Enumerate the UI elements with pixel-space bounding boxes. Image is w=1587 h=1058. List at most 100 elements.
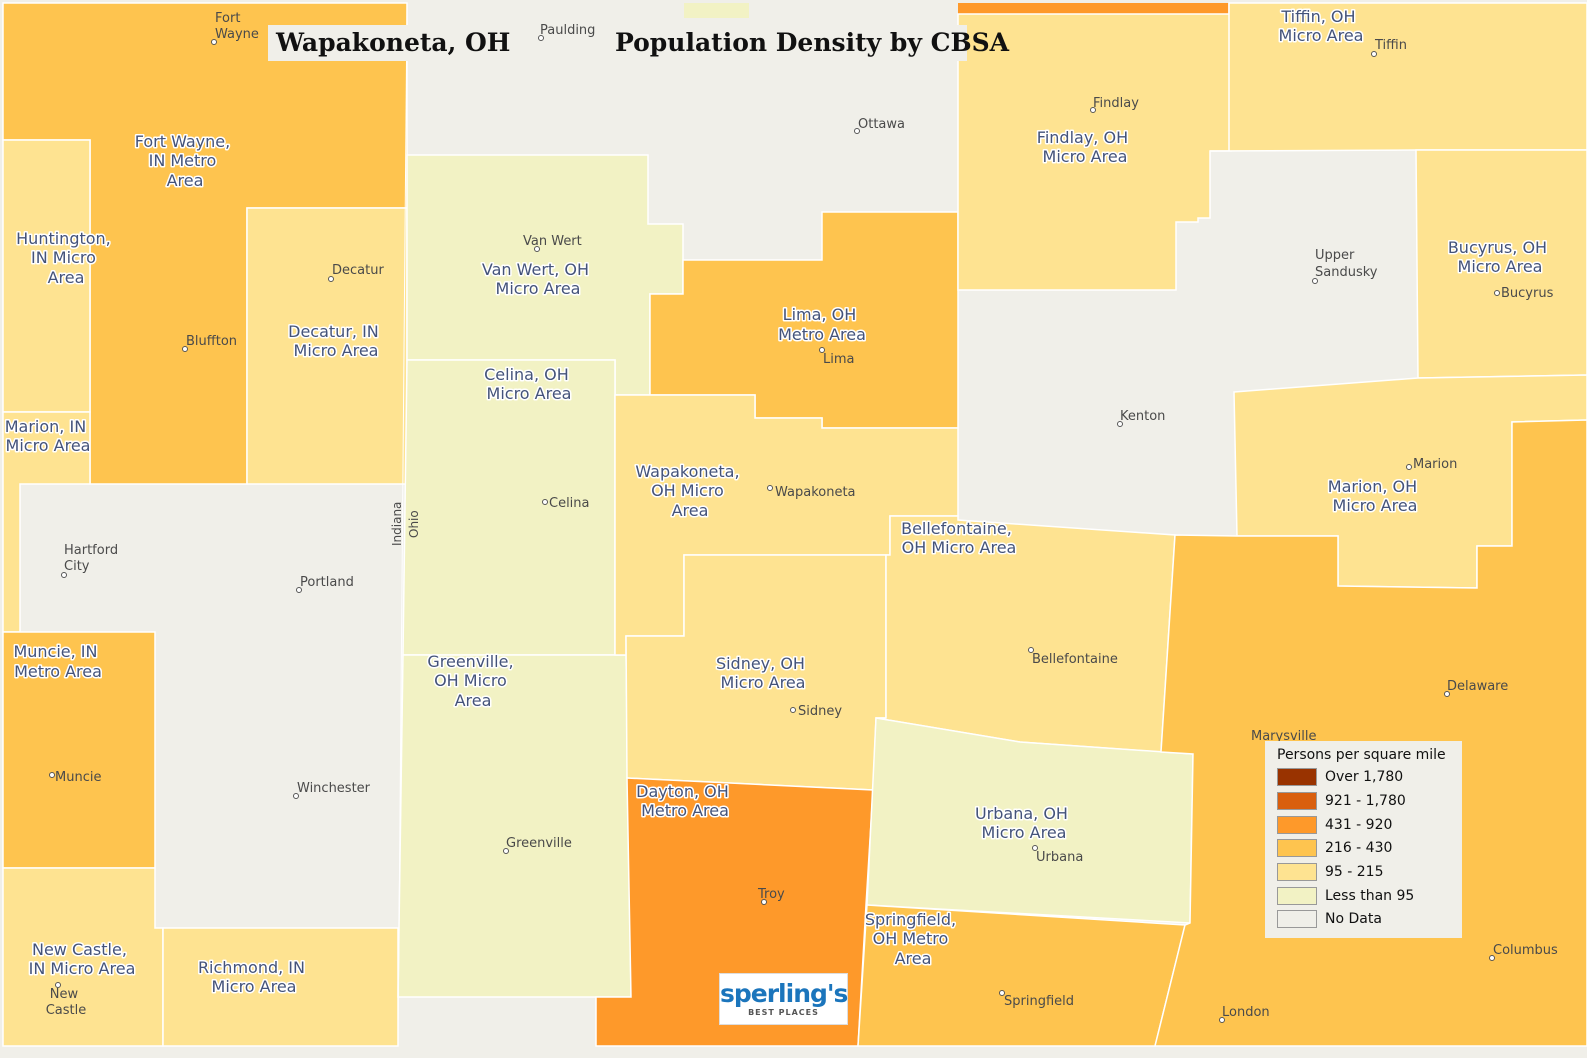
city-van-wert[interactable]: Van Wert [523,234,582,252]
logo-wordmark: sperling's [720,979,848,1008]
city-label-delaware: Delaware [1447,679,1508,694]
city-marker-icon [790,707,796,713]
legend-item-431-920: 431 - 920 [1277,814,1457,836]
city-marker-icon [1406,464,1412,470]
area-label-celina: Celina, OH Micro Area [484,365,574,403]
city-marker-icon [761,899,767,905]
city-greenville[interactable]: Greenville [503,836,572,854]
city-troy[interactable]: Troy [757,887,785,905]
city-hartford-city[interactable]: Hartford City [61,543,123,578]
city-marker-icon [1444,691,1450,697]
city-label-new-castle: New Castle [46,987,87,1018]
city-marker-icon [55,982,61,988]
area-label-marion-in: Marion, IN Micro Area [5,417,92,455]
region-top-orange-strip [958,3,1229,14]
city-delaware[interactable]: Delaware [1444,679,1509,697]
city-label-van-wert: Van Wert [523,234,582,249]
area-label-muncie: Muncie, IN Metro Area [13,642,102,681]
legend-label: 431 - 920 [1325,817,1393,833]
city-label-bellefontaine: Bellefontaine [1032,652,1118,667]
city-sidney[interactable]: Sidney [790,704,843,719]
city-kenton[interactable]: Kenton [1117,409,1166,427]
city-muncie[interactable]: Muncie [49,770,102,785]
legend-item-95-215: 95 - 215 [1277,861,1457,883]
city-decatur[interactable]: Decatur [328,263,385,282]
city-label-bluffton: Bluffton [186,334,237,349]
city-wapakoneta[interactable]: Wapakoneta [767,485,856,500]
city-bucyrus[interactable]: Bucyrus [1494,286,1554,301]
legend-swatch [1277,768,1317,786]
legend-label: Less than 95 [1325,888,1415,904]
city-label-marion: Marion [1413,457,1457,472]
city-bellefontaine[interactable]: Bellefontaine [1028,647,1118,668]
legend-item-less-than-95: Less than 95 [1277,885,1457,907]
city-marker-icon [819,347,825,353]
city-label-urbana: Urbana [1036,850,1083,865]
city-marysville[interactable]: Marysville [1251,729,1317,744]
region-greenville[interactable] [397,654,632,998]
city-ottawa[interactable]: Ottawa [854,117,906,134]
city-marker-icon [1371,51,1377,57]
legend-label: No Data [1325,911,1382,927]
area-label-urbana: Urbana, OH Micro Area [975,804,1073,842]
region-tiffin[interactable] [1209,2,1587,152]
map-subtitle: Population Density by CBSA [607,25,1009,61]
city-label-tiffin: Tiffin [1374,38,1407,53]
city-paulding[interactable]: Paulding [538,23,596,41]
city-marker-icon [296,587,302,593]
city-label-bucyrus: Bucyrus [1501,286,1554,301]
state-label-indiana: Indiana [390,502,404,546]
state-label-ohio: Ohio [407,510,421,538]
region-north-strip [684,3,749,18]
area-label-decatur: Decatur, IN Micro Area [288,322,384,360]
area-label-bucyrus: Bucyrus, OH Micro Area [1448,238,1552,276]
city-marker-icon [999,990,1005,996]
city-marker-icon [503,848,509,854]
city-marker-icon [1489,955,1495,961]
city-findlay[interactable]: Findlay [1090,96,1140,113]
legend-item-216-430: 216 - 430 [1277,837,1457,859]
city-bluffton[interactable]: Bluffton [182,334,238,352]
city-columbus[interactable]: Columbus [1489,943,1559,961]
city-label-ottawa: Ottawa [858,117,905,132]
city-label-findlay: Findlay [1093,96,1139,111]
legend-label: 95 - 215 [1325,864,1384,880]
city-upper-sandusky[interactable]: Upper Sandusky [1312,248,1378,284]
city-label-wapakoneta: Wapakoneta [775,485,856,500]
legend-swatch [1277,887,1317,905]
city-label-fort-wayne: Fort Wayne [215,11,259,42]
city-marion[interactable]: Marion [1406,457,1458,472]
city-label-paulding: Paulding [540,23,595,38]
city-urbana[interactable]: Urbana [1032,845,1084,866]
area-label-dayton: Dayton, OH Metro Area [636,782,734,820]
city-celina[interactable]: Celina [542,496,590,511]
city-marker-icon [49,772,55,778]
city-marker-icon [1219,1017,1225,1023]
legend-label: Over 1,780 [1325,769,1404,785]
legend-item-over-1780: Over 1,780 [1277,766,1457,788]
city-label-celina: Celina [549,496,590,511]
city-marker-icon [538,35,544,41]
city-portland[interactable]: Portland [296,575,354,593]
area-label-marion-oh: Marion, OH Micro Area [1328,477,1422,515]
city-fort-wayne[interactable]: Fort Wayne [211,11,259,45]
city-winchester[interactable]: Winchester [293,781,371,799]
city-springfield[interactable]: Springfield [999,990,1075,1010]
city-marker-icon [1312,278,1318,284]
city-tiffin[interactable]: Tiffin [1371,38,1407,57]
city-new-castle[interactable]: New Castle [46,982,87,1019]
sperlings-logo[interactable]: sperling's BEST PLACES [719,973,848,1025]
legend: Persons per square mile Over 1,780 921 -… [1265,741,1462,938]
area-label-tiffin: Tiffin, OH Micro Area [1279,7,1364,45]
area-label-wapakoneta: Wapakoneta, OH Micro Area [635,462,744,520]
city-label-greenville: Greenville [506,836,572,851]
legend-swatch [1277,910,1317,928]
city-lima[interactable]: Lima [819,347,855,368]
city-london[interactable]: London [1219,1005,1270,1023]
city-marker-icon [61,572,67,578]
region-columbus[interactable] [1154,419,1587,1047]
city-label-upper-sandusky: Upper Sandusky [1315,248,1378,280]
legend-swatch [1277,839,1317,857]
region-bucyrus[interactable] [1415,149,1587,379]
state-line [397,2,408,1047]
